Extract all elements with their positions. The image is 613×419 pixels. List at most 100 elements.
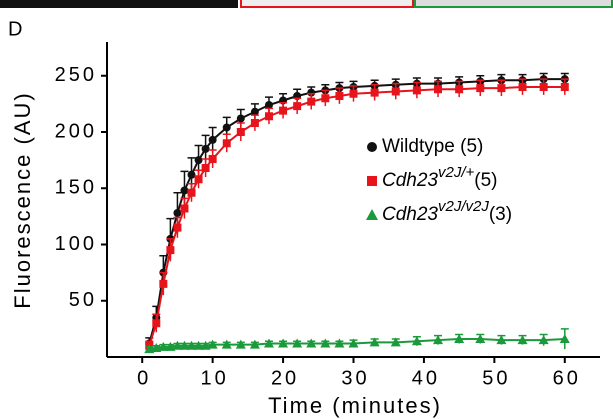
- legend-marker: [366, 209, 378, 220]
- marker: [370, 88, 379, 97]
- marker: [180, 204, 189, 213]
- marker: [321, 94, 330, 103]
- marker: [412, 86, 421, 95]
- marker: [235, 339, 246, 349]
- marker: [159, 279, 168, 288]
- marker: [194, 175, 203, 184]
- marker: [476, 84, 485, 93]
- x-tick-label: 40: [412, 367, 440, 389]
- marker: [455, 85, 464, 94]
- marker: [187, 188, 196, 197]
- marker: [475, 334, 486, 343]
- marker: [201, 164, 210, 172]
- marker: [187, 170, 196, 179]
- marker: [158, 341, 169, 351]
- marker: [560, 83, 569, 91]
- marker: [559, 334, 570, 343]
- marker: [222, 123, 231, 132]
- marker: [250, 119, 259, 127]
- image-strip: [240, 0, 414, 8]
- marker: [433, 335, 444, 345]
- marker: [292, 338, 303, 348]
- marker: [334, 338, 345, 348]
- marker: [391, 87, 400, 96]
- legend-suffix: (3): [489, 204, 512, 225]
- legend-name: Wildtype (5): [382, 136, 483, 157]
- marker: [369, 337, 380, 347]
- marker: [193, 340, 204, 350]
- x-tick-label: 20: [271, 367, 299, 389]
- legend-marker: [367, 142, 377, 152]
- marker: [152, 319, 161, 328]
- marker: [278, 338, 289, 348]
- marker: [207, 339, 218, 349]
- marker: [434, 85, 443, 94]
- marker: [320, 338, 331, 348]
- marker: [173, 223, 182, 232]
- legend-name: Cdh23: [382, 170, 438, 191]
- marker: [208, 155, 217, 163]
- marker: [454, 334, 465, 343]
- image-strip: [414, 0, 613, 8]
- marker: [348, 338, 359, 348]
- marker: [293, 102, 302, 111]
- marker: [201, 144, 210, 153]
- x-tick-label: 30: [341, 367, 369, 389]
- marker: [250, 107, 259, 116]
- marker: [518, 83, 527, 91]
- marker: [349, 89, 358, 98]
- marker: [236, 114, 245, 123]
- marker: [411, 336, 422, 346]
- x-tick-label: 10: [201, 367, 229, 389]
- y-tick-label: 50: [69, 289, 97, 311]
- marker: [144, 344, 155, 354]
- image-strip: [0, 0, 238, 8]
- marker: [307, 88, 316, 97]
- marker: [263, 338, 274, 348]
- marker: [497, 84, 506, 93]
- marker: [173, 209, 182, 217]
- x-tick-label: 60: [553, 367, 581, 389]
- marker: [222, 139, 231, 148]
- marker: [179, 340, 190, 350]
- marker: [194, 156, 203, 165]
- legend-sup: v2J/+: [438, 164, 475, 181]
- y-axis-title: Fluorescence (AU): [10, 91, 35, 308]
- marker: [165, 341, 176, 351]
- y-tick-label: 200: [55, 120, 97, 142]
- marker: [390, 337, 401, 347]
- marker: [200, 340, 211, 350]
- marker: [496, 335, 507, 345]
- y-tick-label: 100: [55, 233, 97, 255]
- marker: [180, 186, 189, 195]
- marker: [172, 340, 183, 350]
- marker: [208, 135, 217, 144]
- marker: [264, 112, 273, 121]
- legend-sup: v2J/v2J: [438, 198, 489, 215]
- marker: [306, 338, 317, 348]
- x-tick-label: 0: [137, 367, 151, 389]
- legend-marker: [367, 176, 377, 186]
- marker: [151, 343, 162, 352]
- legend-label: Wildtype (5): [382, 136, 483, 157]
- marker: [221, 339, 232, 349]
- marker: [538, 335, 549, 345]
- y-tick-label: 150: [55, 177, 97, 199]
- marker: [236, 128, 245, 136]
- marker: [186, 340, 197, 350]
- marker: [279, 106, 288, 115]
- legend-label: Cdh23v2J/v2J(3): [382, 198, 512, 225]
- marker: [249, 339, 260, 349]
- marker: [517, 335, 528, 345]
- marker: [539, 83, 548, 91]
- panel-label: D: [8, 18, 22, 40]
- x-axis-title: Time (minutes): [268, 393, 442, 418]
- marker: [166, 246, 175, 255]
- legend-label: Cdh23v2J/+(5): [382, 164, 498, 191]
- marker: [335, 92, 344, 100]
- y-tick-label: 250: [55, 64, 97, 86]
- legend-name: Cdh23: [382, 204, 438, 225]
- marker: [264, 101, 273, 109]
